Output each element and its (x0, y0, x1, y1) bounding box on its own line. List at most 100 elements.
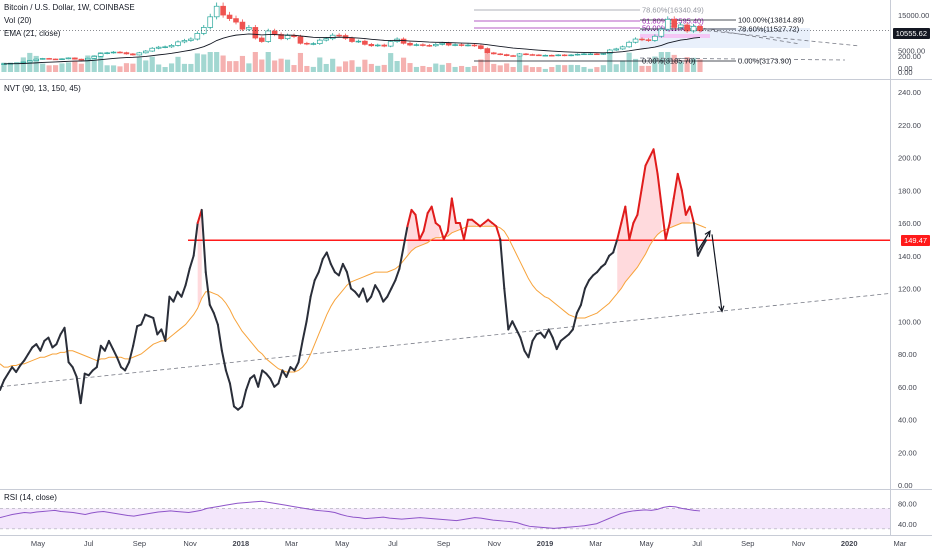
volume-bar (433, 63, 439, 72)
price-candle (581, 53, 587, 56)
price-candle (155, 46, 162, 49)
volume-bar (246, 63, 252, 72)
ema-legend[interactable]: EMA (21, close) (4, 29, 61, 38)
nvt-legend[interactable]: NVT (90, 13, 150, 45) (4, 84, 81, 93)
fibonacci-band (640, 34, 710, 38)
price-candle (652, 35, 658, 41)
time-axis-tick-label: Sep (437, 539, 450, 548)
nvt-axis-tick-label: 160.00 (898, 219, 921, 228)
nvt-line-segment (632, 213, 639, 224)
nvt-line-segment (0, 379, 6, 392)
nvt-line-segment (700, 239, 707, 249)
nvt-axis-tick-label: 60.00 (898, 383, 917, 392)
volume-bar (600, 65, 606, 72)
price-candle (413, 44, 420, 46)
nvt-axis-tick-label: 120.00 (898, 285, 921, 294)
volume-bar (516, 56, 523, 72)
fibonacci-level-label: 0.00%(3173.90) (738, 57, 792, 66)
nvt-line-segment (192, 222, 199, 257)
volume-bar (446, 63, 452, 72)
volume-bar (272, 60, 278, 72)
time-axis-tick-label: May (31, 539, 45, 548)
price-candle (284, 35, 291, 40)
nvt-line-segment (115, 356, 123, 369)
nvt-line-segment (63, 326, 70, 364)
volume-bar (536, 67, 542, 72)
rsi-pane-separator[interactable] (0, 489, 932, 490)
volume-bar (639, 65, 645, 72)
volume-bar (85, 55, 91, 72)
price-pane-separator[interactable] (0, 79, 932, 80)
nvt-axis-tick-label: 180.00 (898, 186, 921, 195)
volume-legend[interactable]: Vol (20) (4, 16, 32, 25)
price-candle (684, 24, 690, 32)
volume-bar (684, 57, 690, 72)
price-candle (523, 53, 529, 56)
nvt-line-segment (345, 271, 352, 290)
nvt-axis-tick-label: 40.00 (898, 416, 917, 425)
price-axis-tick-label: 5000.00 (898, 46, 925, 55)
nvt-line-segment (309, 279, 316, 298)
volume-bar (156, 64, 162, 72)
volume-bar (27, 52, 33, 72)
volume-bar (291, 65, 297, 72)
nvt-line-segment (604, 254, 611, 265)
nvt-line-segment (644, 156, 651, 167)
price-candle (323, 38, 330, 41)
nvt-line-segment (132, 325, 139, 347)
nvt-line-segment (418, 230, 425, 241)
price-candle (445, 42, 452, 46)
nvt-line-segment (200, 208, 207, 274)
nvt-line-segment (450, 197, 457, 224)
nvt-line-segment (531, 333, 538, 342)
nvt-line-segment (172, 290, 179, 303)
nvt-line-segment (329, 262, 336, 274)
nvt-line-segment (628, 222, 635, 241)
nvt-axis-tick-label: 0.00 (898, 481, 913, 490)
volume-bar (697, 59, 703, 72)
volume-bar (665, 52, 671, 72)
rsi-line (0, 500, 701, 529)
nvt-threshold-tag: 149.47 (901, 235, 930, 246)
price-candle (542, 54, 549, 57)
volume-bar (239, 55, 246, 72)
price-candle (478, 45, 484, 49)
price-candle (362, 40, 368, 45)
volume-bar (194, 53, 200, 72)
price-candle (46, 58, 52, 60)
nvt-line-segment (224, 369, 231, 385)
nvt-line-segment (245, 377, 252, 392)
price-candle (117, 51, 123, 54)
time-axis-tick-label: Mar (589, 539, 602, 548)
price-legend[interactable]: Bitcoin / U.S. Dollar, 1W, COINBASE (4, 3, 135, 12)
volume-bar (162, 67, 168, 72)
nvt-line-segment (212, 312, 219, 326)
price-candle (181, 40, 188, 43)
nvt-line-segment (164, 295, 171, 342)
fibonacci-fan-line (689, 25, 801, 45)
volume-bar (645, 65, 652, 72)
rsi-legend[interactable]: RSI (14, close) (4, 493, 57, 502)
price-candle (175, 41, 181, 46)
volume-bar (400, 57, 407, 72)
nvt-line-segment (3, 372, 10, 382)
nvt-line-segment (87, 369, 94, 377)
volume-bar (678, 62, 684, 72)
nvt-line-segment (583, 279, 591, 290)
price-candle (310, 43, 317, 45)
price-candle (690, 26, 697, 32)
volume-bar (104, 65, 110, 72)
fibonacci-level-label: 50.00%(11060.81) (642, 24, 704, 33)
price-candle (381, 44, 388, 47)
price-candle (664, 18, 671, 30)
volume-bar (690, 57, 697, 72)
volume-bar (33, 55, 39, 72)
volume-bar (117, 66, 123, 72)
volume-bar (143, 60, 149, 72)
time-axis-tick-label: Mar (893, 539, 906, 548)
nvt-line-segment (680, 189, 687, 216)
price-candle (188, 38, 194, 41)
volume-bar (368, 63, 374, 72)
time-axis-tick-label: Mar (285, 539, 298, 548)
